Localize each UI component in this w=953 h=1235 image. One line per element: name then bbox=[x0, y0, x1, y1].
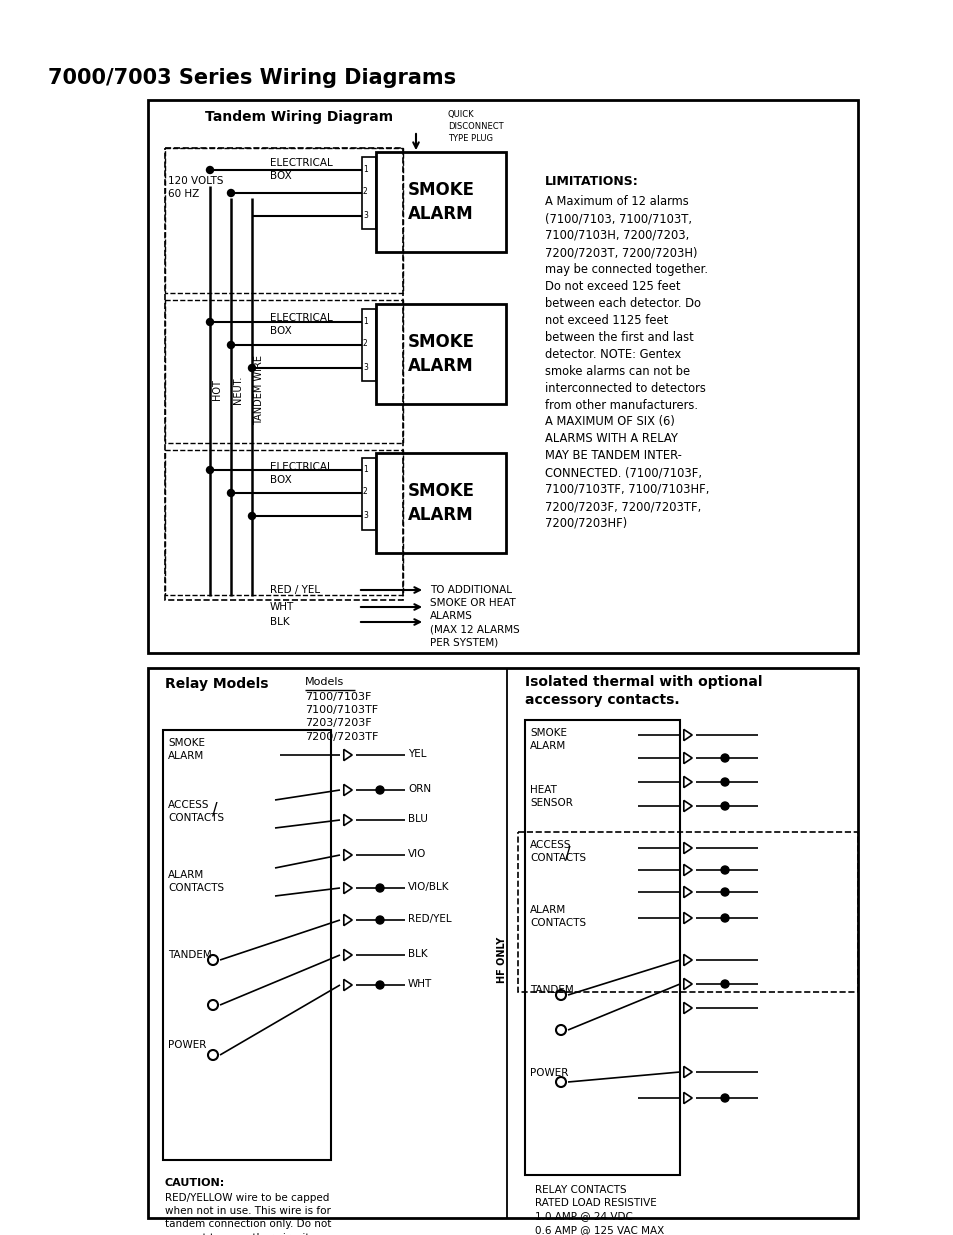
Circle shape bbox=[375, 884, 384, 892]
Text: TANDEM WIRE: TANDEM WIRE bbox=[253, 354, 264, 425]
Bar bbox=[361, 458, 375, 530]
Polygon shape bbox=[683, 913, 692, 924]
Text: NEUT.: NEUT. bbox=[233, 375, 243, 404]
Text: SMOKE
ALARM: SMOKE ALARM bbox=[407, 482, 474, 524]
Polygon shape bbox=[683, 955, 692, 966]
Bar bbox=[375, 152, 505, 252]
Circle shape bbox=[720, 755, 728, 762]
Text: 1: 1 bbox=[363, 464, 367, 473]
Circle shape bbox=[375, 916, 384, 924]
Text: 2: 2 bbox=[363, 340, 367, 348]
Text: 3: 3 bbox=[363, 363, 368, 372]
Text: LIMITATIONS:: LIMITATIONS: bbox=[544, 175, 639, 188]
Text: SMOKE
ALARM: SMOKE ALARM bbox=[407, 182, 474, 222]
Text: ELECTRICAL
BOX: ELECTRICAL BOX bbox=[270, 462, 333, 485]
Text: BLU: BLU bbox=[408, 814, 428, 824]
Text: WHT: WHT bbox=[408, 979, 432, 989]
Polygon shape bbox=[343, 784, 352, 795]
Text: ACCESS
CONTACTS: ACCESS CONTACTS bbox=[530, 840, 585, 863]
Text: /: / bbox=[212, 802, 217, 819]
Circle shape bbox=[720, 778, 728, 785]
Text: CAUTION:: CAUTION: bbox=[165, 1178, 225, 1188]
Text: A Maximum of 12 alarms
(7100/7103, 7100/7103T,
7100/7103H, 7200/7203,
7200/7203T: A Maximum of 12 alarms (7100/7103, 7100/… bbox=[544, 195, 707, 412]
Text: RELAY CONTACTS
RATED LOAD RESISTIVE
1.0 AMP @ 24 VDC
0.6 AMP @ 125 VAC MAX
0.3 A: RELAY CONTACTS RATED LOAD RESISTIVE 1.0 … bbox=[535, 1186, 663, 1235]
Text: Relay Models: Relay Models bbox=[165, 677, 268, 692]
Bar bbox=[165, 300, 402, 443]
Bar bbox=[375, 304, 505, 404]
Polygon shape bbox=[343, 750, 352, 761]
Text: Models: Models bbox=[305, 677, 344, 687]
Polygon shape bbox=[343, 914, 352, 925]
Text: Tandem Wiring Diagram: Tandem Wiring Diagram bbox=[205, 110, 393, 124]
Text: /: / bbox=[564, 844, 570, 862]
Text: 7000/7003 Series Wiring Diagrams: 7000/7003 Series Wiring Diagrams bbox=[48, 68, 456, 88]
Text: 2: 2 bbox=[363, 188, 367, 196]
Bar bbox=[165, 148, 402, 293]
Text: SMOKE
ALARM: SMOKE ALARM bbox=[530, 727, 566, 751]
Text: 7100/7103F
7100/7103TF
7203/7203F
7200/7203TF: 7100/7103F 7100/7103TF 7203/7203F 7200/7… bbox=[305, 692, 378, 741]
Circle shape bbox=[375, 785, 384, 794]
Text: SMOKE
ALARM: SMOKE ALARM bbox=[168, 739, 205, 761]
Bar bbox=[375, 453, 505, 553]
Bar bbox=[165, 450, 402, 595]
Text: TO ADDITIONAL
SMOKE OR HEAT
ALARMS
(MAX 12 ALARMS
PER SYSTEM): TO ADDITIONAL SMOKE OR HEAT ALARMS (MAX … bbox=[430, 585, 519, 648]
Text: ALARM
CONTACTS: ALARM CONTACTS bbox=[168, 869, 224, 893]
Text: SMOKE
ALARM: SMOKE ALARM bbox=[407, 333, 474, 374]
Text: 3: 3 bbox=[363, 510, 368, 520]
Circle shape bbox=[248, 513, 255, 520]
Text: VIO/BLK: VIO/BLK bbox=[408, 882, 449, 892]
Circle shape bbox=[720, 981, 728, 988]
Circle shape bbox=[720, 802, 728, 810]
Polygon shape bbox=[683, 1003, 692, 1014]
Polygon shape bbox=[343, 850, 352, 861]
Polygon shape bbox=[683, 800, 692, 811]
Text: POWER: POWER bbox=[168, 1040, 206, 1050]
Polygon shape bbox=[683, 1093, 692, 1104]
Circle shape bbox=[720, 914, 728, 923]
Polygon shape bbox=[343, 882, 352, 894]
Bar bbox=[165, 148, 402, 600]
Text: HEAT
SENSOR: HEAT SENSOR bbox=[530, 785, 572, 808]
Text: TANDEM: TANDEM bbox=[530, 986, 573, 995]
Polygon shape bbox=[683, 752, 692, 763]
Text: BLK: BLK bbox=[270, 618, 290, 627]
Text: 120 VOLTS
60 HZ: 120 VOLTS 60 HZ bbox=[168, 177, 223, 199]
Text: A MAXIMUM OF SIX (6)
ALARMS WITH A RELAY
MAY BE TANDEM INTER-
CONNECTED. (7100/7: A MAXIMUM OF SIX (6) ALARMS WITH A RELAY… bbox=[544, 415, 709, 530]
Polygon shape bbox=[683, 1066, 692, 1078]
Text: RED/YEL: RED/YEL bbox=[408, 914, 451, 924]
Circle shape bbox=[227, 489, 234, 496]
Text: Isolated thermal with optional
accessory contacts.: Isolated thermal with optional accessory… bbox=[524, 676, 761, 708]
Circle shape bbox=[227, 189, 234, 196]
Text: ALARM
CONTACTS: ALARM CONTACTS bbox=[530, 905, 585, 929]
Circle shape bbox=[227, 342, 234, 348]
Circle shape bbox=[206, 467, 213, 473]
Circle shape bbox=[375, 981, 384, 989]
Text: RED/YELLOW wire to be capped
when not in use. This wire is for
tandem connection: RED/YELLOW wire to be capped when not in… bbox=[165, 1193, 331, 1235]
Text: RED / YEL: RED / YEL bbox=[270, 585, 320, 595]
Polygon shape bbox=[683, 730, 692, 741]
Text: WHT: WHT bbox=[270, 601, 294, 613]
Text: 1: 1 bbox=[363, 164, 367, 173]
Polygon shape bbox=[683, 887, 692, 898]
Circle shape bbox=[720, 866, 728, 874]
Text: 1: 1 bbox=[363, 316, 367, 326]
Bar bbox=[517, 832, 857, 992]
Polygon shape bbox=[343, 814, 352, 826]
Text: HOT: HOT bbox=[212, 379, 222, 400]
Circle shape bbox=[206, 319, 213, 326]
Text: BLK: BLK bbox=[408, 948, 427, 960]
Text: 2: 2 bbox=[363, 488, 367, 496]
Text: ELECTRICAL
BOX: ELECTRICAL BOX bbox=[270, 312, 333, 336]
Circle shape bbox=[248, 364, 255, 372]
Polygon shape bbox=[343, 979, 352, 990]
Polygon shape bbox=[683, 777, 692, 788]
Text: VIO: VIO bbox=[408, 848, 426, 860]
Text: HF ONLY: HF ONLY bbox=[497, 937, 506, 983]
Text: 3: 3 bbox=[363, 210, 368, 220]
Bar bbox=[148, 668, 857, 1218]
Bar bbox=[361, 309, 375, 382]
Text: YEL: YEL bbox=[408, 748, 426, 760]
Circle shape bbox=[206, 167, 213, 173]
Polygon shape bbox=[343, 950, 352, 961]
Text: ELECTRICAL
BOX: ELECTRICAL BOX bbox=[270, 158, 333, 182]
